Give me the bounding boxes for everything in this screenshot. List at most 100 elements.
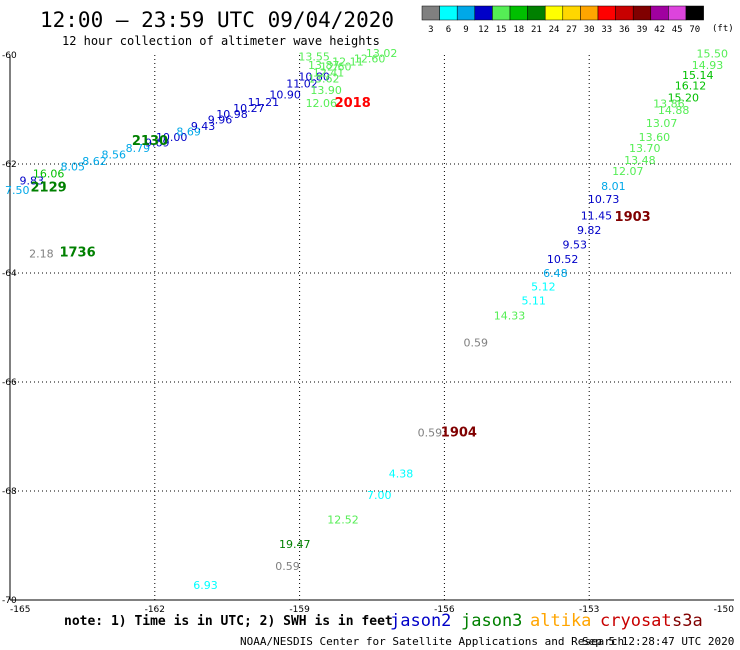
legend-swatch (544, 5, 564, 21)
legend-label: 24 (549, 25, 560, 35)
credit-line: NOAA/NESDIS Center for Satellite Applica… (240, 635, 624, 648)
swh-value-label: 5.12 (531, 280, 556, 293)
swh-value-label: 9.43 (191, 120, 216, 133)
swh-value-label: 16.12 (675, 79, 707, 92)
legend-label: 15 (496, 25, 507, 35)
swh-value-label: 12.41 (313, 66, 345, 79)
legend-swatch (597, 5, 616, 21)
legend-swatch (685, 5, 704, 21)
swh-value-label: 16.06 (33, 168, 65, 181)
legend-swatch (509, 5, 528, 21)
legend-swatch (456, 5, 476, 21)
swh-value-label: 15.14 (682, 69, 714, 82)
pass-time-labels: 2018 2130 2129 1736 1903 1904 (31, 96, 651, 441)
swh-value-label: 13.07 (646, 117, 678, 130)
legend-label: 36 (619, 25, 630, 35)
swh-value-label: 12.07 (612, 165, 644, 178)
latitude-tick-label: -70 (2, 596, 17, 606)
legend-swatch (474, 5, 493, 21)
legend-swatch (650, 5, 669, 21)
legend-swatch (562, 5, 581, 21)
swh-value-label: 9.69 (145, 137, 170, 150)
pass-time-label: 2130 (132, 134, 168, 149)
swh-value-label: 11.45 (581, 210, 613, 223)
swh-value-label: 6.93 (193, 579, 218, 592)
swh-value-label: 13.48 (624, 154, 656, 167)
longitude-tick-label: -165 (10, 605, 30, 615)
swh-value-label: 10.00 (156, 131, 188, 144)
swh-value-label: 12.60 (354, 53, 386, 66)
latitude-tick-label: -62 (2, 160, 17, 170)
swh-value-label: 8.69 (176, 126, 201, 139)
latitude-tick-label: -68 (2, 487, 17, 497)
satellite-name-jason3: jason3 (461, 611, 522, 631)
legend-swatch (668, 5, 687, 21)
generation-timestamp: Sep 5 12:28:47 UTC 2020 (582, 635, 734, 648)
legend-swatch (580, 5, 599, 21)
footer-note: note: 1) Time is in UTC; 2) SWH is in fe… (64, 614, 393, 629)
swh-value-label: 13.87 (308, 59, 340, 72)
swh-value-label: 13.90 (310, 84, 342, 97)
pass-time-label: 2129 (31, 180, 67, 195)
swh-value-label: 10.27 (233, 102, 265, 115)
legend-label: 9 (463, 25, 468, 35)
swh-value-label: 10.90 (269, 89, 301, 102)
legend-swatch (615, 5, 634, 21)
legend-label: 27 (566, 25, 577, 35)
legend-label: 30 (584, 25, 595, 35)
swh-value-label: 6.48 (543, 267, 568, 280)
swh-value-label: 8.05 (60, 161, 85, 174)
swh-value-label: 13.55 (298, 50, 330, 63)
swh-value-label: 8.79 (126, 142, 151, 155)
swh-value-label: 11.02 (286, 78, 318, 91)
swh-value-label: 13.70 (629, 142, 661, 155)
swh-value-label: 0.59 (464, 337, 489, 350)
swh-value-label: 10.98 (216, 108, 248, 121)
satellite-name-jason2: jason2 (390, 611, 451, 631)
satellite-name-s3a: s3a (672, 611, 703, 631)
swh-value-label: 7.00 (367, 489, 392, 502)
swh-value-label: 12.11 (332, 55, 364, 68)
swh-value-label: 12.52 (327, 514, 359, 527)
swh-value-label: 10.80 (298, 71, 330, 84)
legend-swatch (421, 5, 440, 21)
legend-label: 6 (446, 25, 451, 35)
swh-value-label: 13.62 (308, 72, 340, 85)
swh-value-label: 10.52 (547, 253, 579, 266)
longitude-tick-label: -153 (579, 605, 599, 615)
legend-swatch (632, 5, 652, 21)
swh-value-label: 5.11 (521, 295, 546, 308)
legend-label: 18 (513, 25, 524, 35)
pass-time-label: 1903 (615, 210, 651, 225)
legend-unit: (ft) (712, 24, 734, 34)
swh-value-label: 9.53 (562, 238, 587, 251)
swh-value-label: 11.21 (248, 96, 280, 109)
swh-value-label: 13.86 (653, 97, 685, 110)
swh-value-label: 0.59 (275, 560, 300, 573)
pass-time-label: 1736 (59, 246, 95, 261)
legend-swatch (527, 5, 546, 21)
legend-label: 21 (531, 25, 542, 35)
swh-value-label: 19.47 (279, 538, 311, 551)
legend-label: 39 (637, 25, 648, 35)
swh-value-label: 12.06 (306, 97, 338, 110)
swh-value-label: 9.82 (577, 224, 602, 237)
longitude-tick-label: -159 (289, 605, 310, 615)
pass-time-label: 2018 (335, 96, 371, 111)
legend-label: 45 (672, 25, 683, 35)
swh-value-label: 9.96 (208, 114, 233, 127)
swh-value-label: 14.33 (494, 309, 526, 322)
swh-value-label: 12.60 (320, 60, 352, 73)
satellite-name-cryosat: cryosat (600, 611, 672, 631)
legend-label: 33 (601, 25, 612, 35)
swh-value-label: 7.50 (5, 184, 30, 197)
axis-tick-labels: -165 -162 -159 -156 -153 -150 -60 -62 -64 -66 -68 -… (2, 51, 734, 615)
swh-value-label: 15.50 (697, 48, 729, 61)
swh-value-label: 14.88 (658, 104, 690, 117)
legend-label: 70 (689, 25, 700, 35)
page-subtitle: 12 hour collection of altimeter wave hei… (62, 34, 380, 48)
swh-value-label: 8.56 (102, 149, 127, 162)
legend-label: 12 (478, 25, 489, 35)
page-title: 12:00 – 23:59 UTC 09/04/2020 (40, 8, 394, 32)
